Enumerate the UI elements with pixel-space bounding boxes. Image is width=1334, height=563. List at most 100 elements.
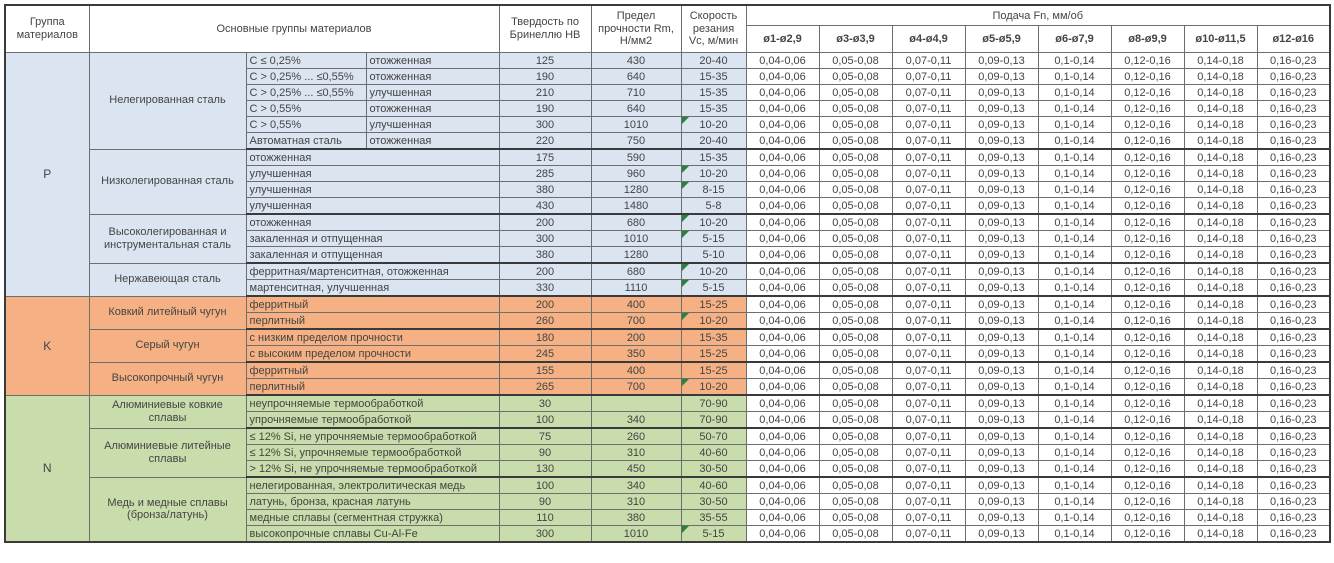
feed-value-cell[interactable]: 0,14-0,18 xyxy=(1183,460,1258,478)
feed-value-cell[interactable]: 0,12-0,16 xyxy=(1110,148,1185,166)
material-state-cell[interactable]: отожженная xyxy=(365,100,500,117)
group-code-cell[interactable]: K xyxy=(4,295,90,396)
feed-value-cell[interactable]: 0,07-0,11 xyxy=(891,345,966,363)
feed-value-cell[interactable]: 0,1-0,14 xyxy=(1037,328,1112,346)
feed-value-cell[interactable]: 0,07-0,11 xyxy=(891,213,966,231)
feed-value-cell[interactable]: 0,09-0,13 xyxy=(964,84,1039,101)
header-diameter-range[interactable]: ø10-ø11,5 xyxy=(1183,25,1258,53)
feed-value-cell[interactable]: 0,14-0,18 xyxy=(1183,394,1258,412)
feed-value-cell[interactable]: 0,05-0,08 xyxy=(818,312,893,330)
strength-rm-cell[interactable]: 310 xyxy=(590,444,682,461)
feed-value-cell[interactable]: 0,07-0,11 xyxy=(891,132,966,150)
feed-value-cell[interactable]: 0,04-0,06 xyxy=(745,378,820,396)
feed-value-cell[interactable]: 0,05-0,08 xyxy=(818,100,893,117)
feed-value-cell[interactable]: 0,04-0,06 xyxy=(745,148,820,166)
feed-value-cell[interactable]: 0,1-0,14 xyxy=(1037,132,1112,150)
cutting-speed-cell[interactable]: 30-50 xyxy=(680,460,747,478)
feed-value-cell[interactable]: 0,04-0,06 xyxy=(745,132,820,150)
feed-value-cell[interactable]: 0,04-0,06 xyxy=(745,394,820,412)
strength-rm-cell[interactable]: 400 xyxy=(590,295,682,313)
feed-value-cell[interactable]: 0,16-0,23 xyxy=(1256,116,1331,133)
feed-value-cell[interactable]: 0,1-0,14 xyxy=(1037,493,1112,510)
strength-rm-cell[interactable] xyxy=(590,394,682,412)
feed-value-cell[interactable]: 0,04-0,06 xyxy=(745,262,820,280)
feed-value-cell[interactable]: 0,16-0,23 xyxy=(1256,394,1331,412)
feed-value-cell[interactable]: 0,04-0,06 xyxy=(745,345,820,363)
feed-value-cell[interactable]: 0,16-0,23 xyxy=(1256,213,1331,231)
feed-value-cell[interactable]: 0,05-0,08 xyxy=(818,68,893,85)
cutting-speed-cell[interactable]: 20-40 xyxy=(680,132,747,150)
feed-value-cell[interactable]: 0,1-0,14 xyxy=(1037,378,1112,396)
strength-rm-cell[interactable]: 1010 xyxy=(590,230,682,247)
cutting-speed-cell[interactable]: 10-20 xyxy=(680,262,747,280)
feed-value-cell[interactable]: 0,12-0,16 xyxy=(1110,68,1185,85)
hardness-hb-cell[interactable]: 380 xyxy=(498,246,592,264)
feed-value-cell[interactable]: 0,14-0,18 xyxy=(1183,52,1258,69)
cutting-speed-cell[interactable]: 15-35 xyxy=(680,328,747,346)
strength-rm-cell[interactable]: 710 xyxy=(590,84,682,101)
feed-value-cell[interactable]: 0,04-0,06 xyxy=(745,165,820,182)
feed-value-cell[interactable]: 0,07-0,11 xyxy=(891,312,966,330)
feed-value-cell[interactable]: 0,12-0,16 xyxy=(1110,493,1185,510)
feed-value-cell[interactable]: 0,07-0,11 xyxy=(891,52,966,69)
carbon-content-cell[interactable]: C ≤ 0,25% xyxy=(245,52,367,69)
feed-value-cell[interactable]: 0,14-0,18 xyxy=(1183,476,1258,494)
material-state-cell[interactable]: отожженная xyxy=(365,68,500,85)
feed-value-cell[interactable]: 0,07-0,11 xyxy=(891,230,966,247)
feed-value-cell[interactable]: 0,09-0,13 xyxy=(964,378,1039,396)
material-description-cell[interactable]: ферритный xyxy=(245,361,500,379)
feed-value-cell[interactable]: 0,14-0,18 xyxy=(1183,84,1258,101)
cutting-speed-cell[interactable]: 35-55 xyxy=(680,509,747,526)
feed-value-cell[interactable]: 0,1-0,14 xyxy=(1037,197,1112,215)
strength-rm-cell[interactable]: 1010 xyxy=(590,525,682,543)
strength-rm-cell[interactable]: 380 xyxy=(590,509,682,526)
hardness-hb-cell[interactable]: 180 xyxy=(498,328,592,346)
feed-value-cell[interactable]: 0,16-0,23 xyxy=(1256,100,1331,117)
feed-value-cell[interactable]: 0,1-0,14 xyxy=(1037,165,1112,182)
feed-value-cell[interactable]: 0,14-0,18 xyxy=(1183,279,1258,297)
feed-value-cell[interactable]: 0,14-0,18 xyxy=(1183,213,1258,231)
strength-rm-cell[interactable]: 700 xyxy=(590,312,682,330)
feed-value-cell[interactable]: 0,16-0,23 xyxy=(1256,165,1331,182)
header-main-groups[interactable]: Основные группы материалов xyxy=(88,4,500,53)
feed-value-cell[interactable]: 0,12-0,16 xyxy=(1110,394,1185,412)
feed-value-cell[interactable]: 0,04-0,06 xyxy=(745,509,820,526)
material-description-cell[interactable]: с высоким пределом прочности xyxy=(245,345,500,363)
feed-value-cell[interactable]: 0,16-0,23 xyxy=(1256,525,1331,543)
feed-value-cell[interactable]: 0,16-0,23 xyxy=(1256,509,1331,526)
material-description-cell[interactable]: ферритная/мартенситная, отожженная xyxy=(245,262,500,280)
feed-value-cell[interactable]: 0,05-0,08 xyxy=(818,509,893,526)
material-description-cell[interactable]: улучшенная xyxy=(245,165,500,182)
feed-value-cell[interactable]: 0,05-0,08 xyxy=(818,148,893,166)
feed-value-cell[interactable]: 0,05-0,08 xyxy=(818,230,893,247)
header-diameter-range[interactable]: ø3-ø3,9 xyxy=(818,25,893,53)
feed-value-cell[interactable]: 0,1-0,14 xyxy=(1037,68,1112,85)
material-description-cell[interactable]: ≤ 12% Si, упрочняемые термообработкой xyxy=(245,444,500,461)
feed-value-cell[interactable]: 0,05-0,08 xyxy=(818,361,893,379)
strength-rm-cell[interactable]: 750 xyxy=(590,132,682,150)
subgroup-name-cell[interactable]: Серый чугун xyxy=(88,328,247,363)
feed-value-cell[interactable]: 0,12-0,16 xyxy=(1110,52,1185,69)
feed-value-cell[interactable]: 0,05-0,08 xyxy=(818,84,893,101)
feed-value-cell[interactable]: 0,1-0,14 xyxy=(1037,394,1112,412)
feed-value-cell[interactable]: 0,04-0,06 xyxy=(745,68,820,85)
feed-value-cell[interactable]: 0,07-0,11 xyxy=(891,476,966,494)
feed-value-cell[interactable]: 0,14-0,18 xyxy=(1183,181,1258,198)
material-description-cell[interactable]: упрочняемые термообработкой xyxy=(245,411,500,429)
feed-value-cell[interactable]: 0,04-0,06 xyxy=(745,295,820,313)
material-description-cell[interactable]: закаленная и отпущенная xyxy=(245,230,500,247)
material-state-cell[interactable]: отожженная xyxy=(365,132,500,150)
feed-value-cell[interactable]: 0,16-0,23 xyxy=(1256,68,1331,85)
hardness-hb-cell[interactable]: 100 xyxy=(498,411,592,429)
feed-value-cell[interactable]: 0,12-0,16 xyxy=(1110,460,1185,478)
feed-value-cell[interactable]: 0,05-0,08 xyxy=(818,493,893,510)
feed-value-cell[interactable]: 0,05-0,08 xyxy=(818,52,893,69)
header-material-group[interactable]: Группа материалов xyxy=(4,4,90,53)
hardness-hb-cell[interactable]: 330 xyxy=(498,279,592,297)
feed-value-cell[interactable]: 0,12-0,16 xyxy=(1110,100,1185,117)
feed-value-cell[interactable]: 0,12-0,16 xyxy=(1110,279,1185,297)
feed-value-cell[interactable]: 0,05-0,08 xyxy=(818,476,893,494)
feed-value-cell[interactable]: 0,09-0,13 xyxy=(964,427,1039,445)
feed-value-cell[interactable]: 0,04-0,06 xyxy=(745,460,820,478)
feed-value-cell[interactable]: 0,14-0,18 xyxy=(1183,427,1258,445)
